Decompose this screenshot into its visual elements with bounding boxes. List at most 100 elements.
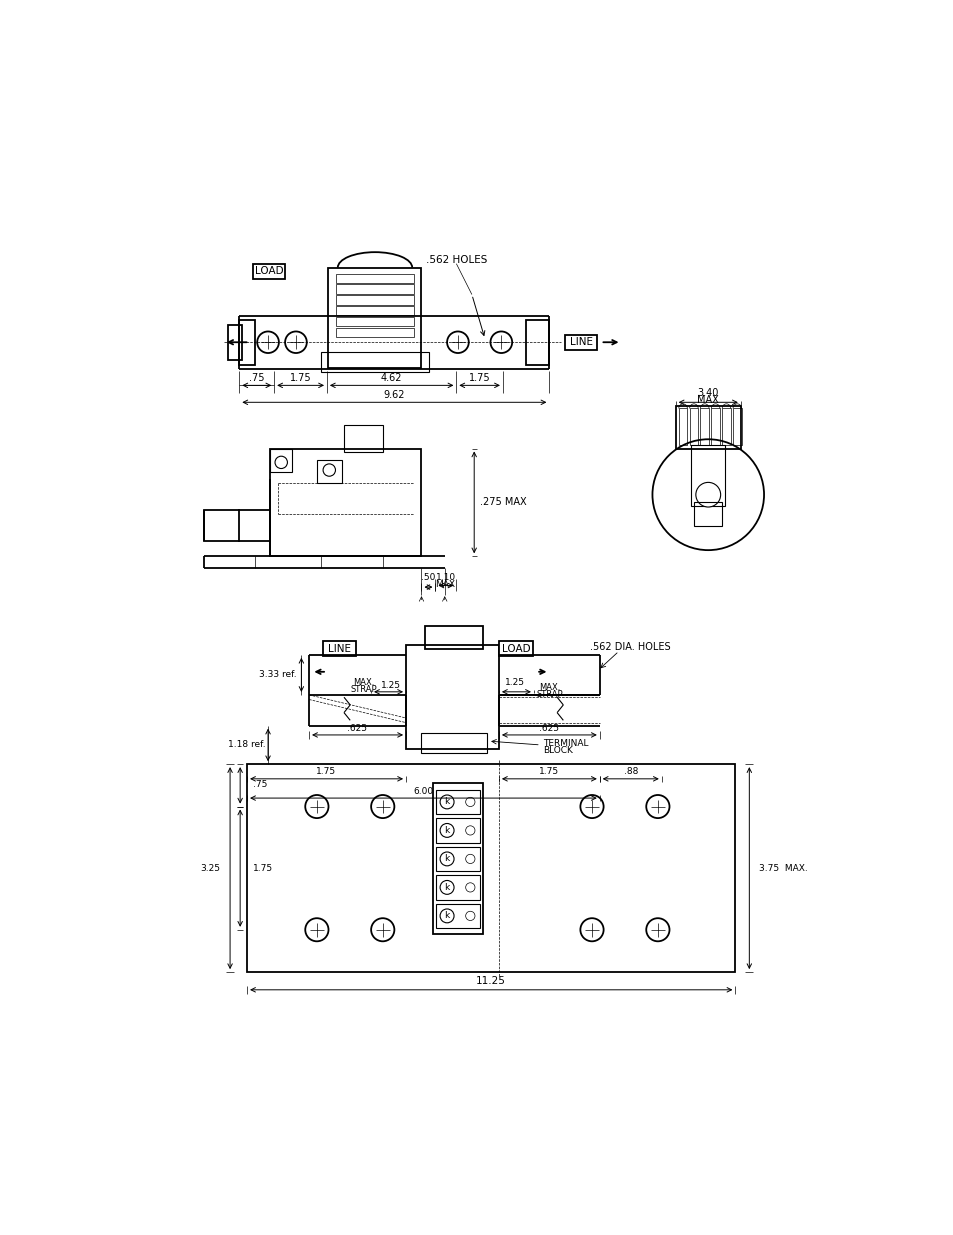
Bar xyxy=(525,320,549,366)
Circle shape xyxy=(371,795,394,818)
Bar xyxy=(436,904,480,929)
Circle shape xyxy=(371,918,394,941)
Bar xyxy=(335,327,414,337)
Bar xyxy=(700,409,708,446)
Text: .275 MAX: .275 MAX xyxy=(479,498,526,508)
Text: .562 HOLES: .562 HOLES xyxy=(425,254,487,264)
Bar xyxy=(691,445,724,506)
Bar xyxy=(406,645,498,748)
Text: 3.40: 3.40 xyxy=(697,388,719,398)
Text: 1.75: 1.75 xyxy=(538,767,558,777)
Text: LINE: LINE xyxy=(328,643,351,653)
Bar xyxy=(689,409,698,446)
Circle shape xyxy=(305,795,328,818)
Text: k: k xyxy=(444,855,449,863)
Circle shape xyxy=(695,483,720,508)
Circle shape xyxy=(305,918,328,941)
Circle shape xyxy=(652,440,763,550)
Text: .75: .75 xyxy=(253,781,267,789)
Bar xyxy=(239,320,254,366)
Bar xyxy=(247,764,735,972)
Bar xyxy=(436,846,480,871)
Circle shape xyxy=(439,852,454,866)
Bar xyxy=(228,325,241,359)
Circle shape xyxy=(465,798,475,806)
Bar xyxy=(328,268,421,368)
Circle shape xyxy=(465,911,475,920)
Circle shape xyxy=(579,795,603,818)
Circle shape xyxy=(439,824,454,837)
Text: .562 DIA. HOLES: .562 DIA. HOLES xyxy=(590,642,670,652)
Bar xyxy=(344,425,382,452)
Bar xyxy=(498,641,533,656)
Circle shape xyxy=(645,795,669,818)
Text: 1.75: 1.75 xyxy=(290,373,311,383)
Circle shape xyxy=(465,855,475,863)
Text: 1.25: 1.25 xyxy=(380,682,400,690)
Bar xyxy=(711,409,720,446)
Text: STRAP: STRAP xyxy=(537,689,563,699)
Bar xyxy=(436,818,480,842)
Bar xyxy=(270,448,292,472)
Circle shape xyxy=(439,795,454,809)
Circle shape xyxy=(439,909,454,923)
Text: MAX: MAX xyxy=(697,395,719,405)
Bar xyxy=(721,409,730,446)
Text: 1.75: 1.75 xyxy=(468,373,490,383)
Text: 11.25: 11.25 xyxy=(476,977,506,987)
Circle shape xyxy=(257,331,278,353)
Text: LINE: LINE xyxy=(569,337,592,347)
Bar xyxy=(204,510,270,541)
Bar xyxy=(270,448,421,556)
Circle shape xyxy=(274,456,287,468)
Bar xyxy=(436,876,480,900)
Bar xyxy=(436,789,480,814)
Bar xyxy=(421,734,487,752)
Circle shape xyxy=(323,464,335,477)
Circle shape xyxy=(447,331,468,353)
Circle shape xyxy=(465,826,475,835)
Bar xyxy=(335,306,414,315)
Text: k: k xyxy=(444,798,449,806)
Circle shape xyxy=(465,883,475,892)
Text: TERMINAL: TERMINAL xyxy=(542,739,588,748)
Bar xyxy=(253,264,285,279)
Bar xyxy=(320,352,429,372)
Circle shape xyxy=(645,918,669,941)
Text: .625: .625 xyxy=(347,724,367,732)
Circle shape xyxy=(439,881,454,894)
Text: k: k xyxy=(444,826,449,835)
Text: .625: .625 xyxy=(538,724,558,732)
Bar xyxy=(316,461,341,483)
Bar xyxy=(679,409,686,446)
Text: k: k xyxy=(444,911,449,920)
Text: LOAD: LOAD xyxy=(501,643,530,653)
Text: .88: .88 xyxy=(623,767,638,777)
Text: LOAD: LOAD xyxy=(254,267,283,277)
Bar xyxy=(335,295,414,305)
Bar xyxy=(335,317,414,326)
Text: k: k xyxy=(444,883,449,892)
Text: MAX.: MAX. xyxy=(538,683,560,692)
Text: 3.75  MAX.: 3.75 MAX. xyxy=(758,863,806,873)
Text: 6.00: 6.00 xyxy=(413,787,433,795)
Circle shape xyxy=(285,331,307,353)
Bar xyxy=(732,409,740,446)
Text: .50: .50 xyxy=(421,573,436,582)
Text: 3.33 ref.: 3.33 ref. xyxy=(259,671,296,679)
Text: 1.75: 1.75 xyxy=(253,863,273,873)
Text: 9.62: 9.62 xyxy=(383,389,405,400)
Text: 1.25: 1.25 xyxy=(504,678,524,687)
Circle shape xyxy=(579,918,603,941)
Text: MAX: MAX xyxy=(436,580,455,589)
Text: 1.18 ref.: 1.18 ref. xyxy=(228,741,266,750)
Bar xyxy=(335,284,414,294)
Bar xyxy=(425,626,483,648)
Text: BLOCK: BLOCK xyxy=(542,746,573,755)
Text: 1.10: 1.10 xyxy=(435,573,456,582)
Bar xyxy=(675,406,740,448)
Text: 3.25: 3.25 xyxy=(200,863,220,873)
Bar xyxy=(694,503,721,526)
Text: 1.75: 1.75 xyxy=(315,767,335,777)
Text: MAX.: MAX. xyxy=(353,678,374,687)
